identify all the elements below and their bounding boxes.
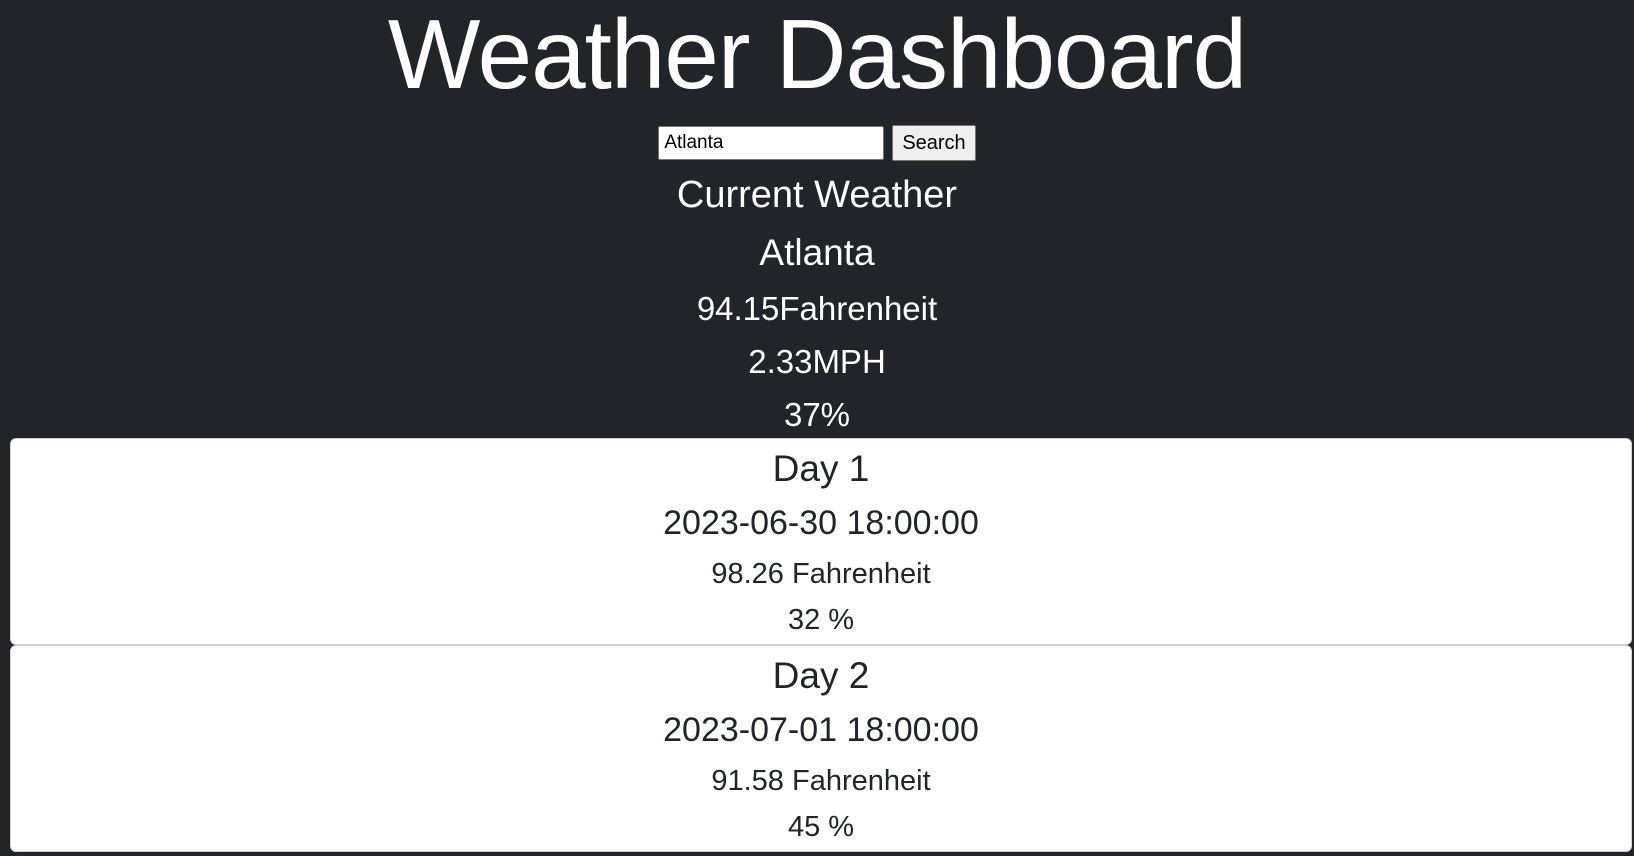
current-temperature: 94.15Fahrenheit — [696, 290, 938, 327]
city-search-input[interactable] — [658, 126, 885, 160]
forecast-day-label: Day 2 — [772, 655, 870, 696]
search-form: Search — [0, 124, 1634, 162]
forecast-list: Day 1 2023-06-30 18:00:00 98.26 Fahrenhe… — [10, 438, 1632, 852]
forecast-temperature: 91.58 Fahrenheit — [711, 765, 931, 797]
forecast-datetime: 2023-07-01 18:00:00 — [663, 711, 979, 749]
search-button[interactable]: Search — [892, 125, 976, 161]
current-weather-heading: Current Weather — [676, 174, 958, 216]
forecast-temperature: 98.26 Fahrenheit — [711, 558, 931, 590]
current-wind-speed: 2.33MPH — [748, 343, 886, 380]
current-humidity: 37% — [783, 396, 851, 433]
forecast-humidity: 45 % — [787, 811, 855, 843]
forecast-datetime: 2023-06-30 18:00:00 — [663, 504, 979, 542]
forecast-card-day-2: Day 2 2023-07-01 18:00:00 91.58 Fahrenhe… — [10, 645, 1632, 852]
forecast-humidity: 32 % — [787, 604, 855, 636]
forecast-card-day-1: Day 1 2023-06-30 18:00:00 98.26 Fahrenhe… — [10, 438, 1632, 645]
current-city-name: Atlanta — [759, 232, 875, 273]
current-weather-section: Current Weather Atlanta 94.15Fahrenheit … — [0, 166, 1634, 441]
header: Weather Dashboard Search — [0, 0, 1634, 162]
forecast-day-label: Day 1 — [772, 448, 870, 489]
page-title: Weather Dashboard — [387, 0, 1247, 109]
